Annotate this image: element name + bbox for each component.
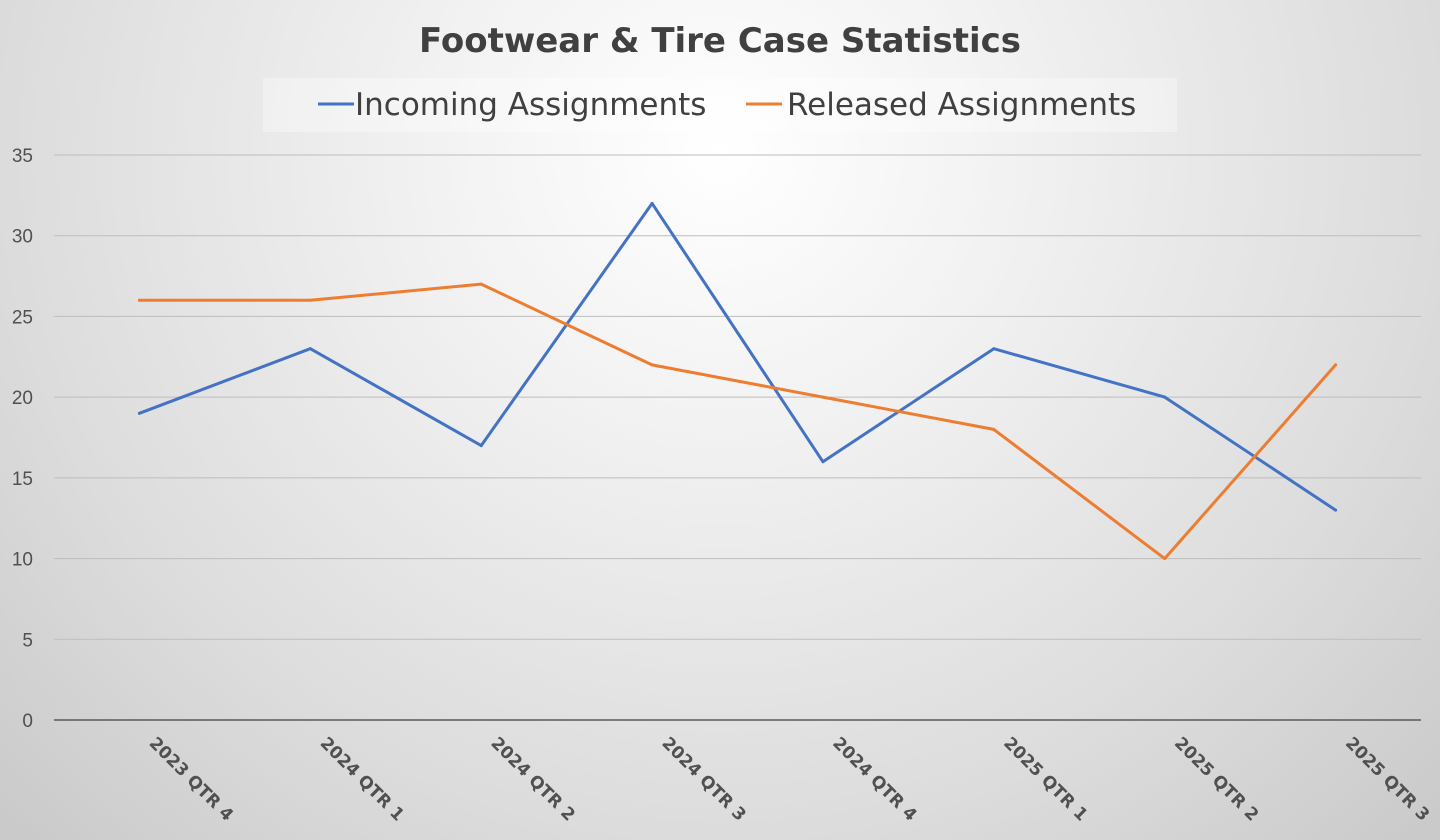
legend-label: Released Assignments [787, 87, 1136, 123]
chart-title: Footwear & Tire Case Statistics [419, 21, 1021, 61]
data-point [650, 363, 654, 367]
y-tick-label: 25 [12, 307, 33, 328]
series-line-2 [137, 282, 1338, 561]
y-tick-label: 30 [12, 227, 33, 248]
data-point [821, 460, 825, 464]
data-point [308, 298, 312, 302]
x-tick-label: 2024 QTR 4 [828, 733, 920, 825]
x-tick-label: 2024 QTR 1 [316, 733, 408, 825]
x-tick-label: 2025 QTR 3 [1341, 733, 1433, 825]
data-point [137, 298, 141, 302]
legend: Incoming Assignments Released Assignments [318, 87, 1136, 123]
y-tick-label: 15 [12, 469, 33, 490]
x-tick-label: 2023 QTR 4 [145, 733, 237, 825]
x-tick-label: 2024 QTR 2 [487, 733, 579, 825]
x-axis: 2023 QTR 4 2024 QTR 1 2024 QTR 2 2024 QTR 3… [54, 719, 1433, 826]
data-point [992, 427, 996, 431]
series-layer [137, 201, 1338, 561]
data-point [308, 347, 312, 351]
x-tick-label: 2025 QTR 2 [1170, 733, 1262, 825]
data-point [650, 201, 654, 205]
data-point [992, 347, 996, 351]
data-point [1163, 395, 1167, 399]
data-point [1334, 508, 1338, 512]
y-tick-label: 0 [22, 711, 33, 732]
y-axis: 0 5 10 15 20 25 30 35 [12, 146, 33, 732]
legend-background [263, 78, 1177, 132]
data-point [479, 444, 483, 448]
data-point [821, 395, 825, 399]
data-point [1334, 363, 1338, 367]
series-line-1 [137, 201, 1338, 512]
data-point [479, 282, 483, 286]
y-tick-label: 20 [12, 388, 33, 409]
y-tick-label: 35 [12, 146, 33, 167]
y-tick-label: 5 [22, 630, 33, 651]
y-tick-label: 10 [12, 550, 33, 571]
x-tick-label: 2024 QTR 3 [658, 733, 750, 825]
legend-label: Incoming Assignments [355, 87, 706, 123]
data-point [137, 411, 141, 415]
gridlines [54, 154, 1421, 640]
data-point [1163, 557, 1167, 561]
x-tick-label: 2025 QTR 1 [999, 733, 1091, 825]
